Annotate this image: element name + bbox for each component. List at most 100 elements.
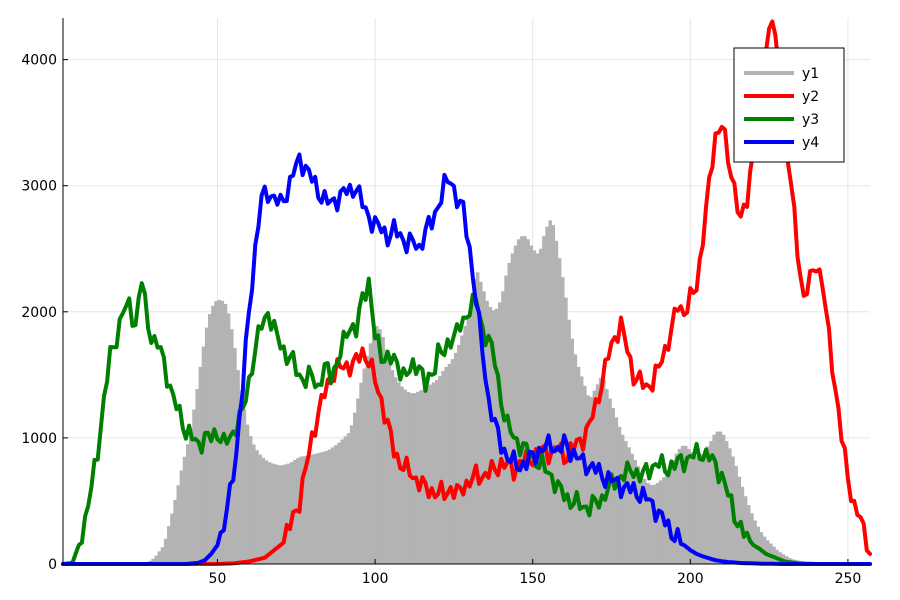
bar-y1: [450, 359, 455, 564]
bar-y1: [441, 371, 445, 564]
bar-y1: [353, 412, 357, 564]
bar-y1: [491, 310, 496, 564]
bar-y1: [261, 457, 266, 564]
bar-y1: [378, 329, 382, 564]
bar-y1: [765, 540, 770, 564]
bar-y1: [346, 433, 351, 564]
legend-label-y3: y3: [802, 112, 819, 128]
bar-y1: [356, 398, 360, 564]
bar-y1: [715, 431, 719, 564]
bar-y1: [488, 307, 493, 564]
bar-y1: [230, 329, 234, 564]
legend-label-y2: y2: [802, 89, 819, 105]
axes: [62, 18, 870, 565]
bar-y1: [586, 395, 590, 564]
bar-y1: [163, 538, 168, 564]
x-tick-label: 200: [677, 571, 704, 587]
bar-y1: [258, 454, 262, 564]
bar-y1: [652, 484, 656, 564]
bar-y1: [649, 484, 653, 564]
bar-y1: [185, 444, 190, 564]
bar-y1: [674, 453, 679, 564]
bar-y1: [242, 409, 247, 564]
bar-y1: [655, 482, 660, 564]
bar-y1: [734, 465, 738, 564]
bar-y1: [469, 300, 474, 564]
bar-y1: [277, 465, 281, 564]
bar-y1: [737, 476, 742, 564]
bar-y1: [220, 300, 225, 564]
bar-y1: [756, 526, 760, 564]
legend-label-y4: y4: [802, 135, 819, 151]
bar-y1: [157, 551, 162, 564]
bar-y1: [375, 325, 379, 564]
bar-y1: [255, 450, 259, 564]
bar-y1: [668, 466, 672, 564]
bar-y1: [671, 459, 675, 564]
bar-y1: [507, 262, 511, 564]
bar-y1: [365, 355, 370, 564]
bar-y1: [592, 390, 597, 564]
bar-y1: [753, 520, 757, 564]
bar-y1: [532, 250, 537, 564]
bar-y1: [453, 352, 458, 564]
bar-y1: [349, 425, 354, 564]
bar-y1: [189, 428, 193, 564]
bar-y1: [160, 547, 165, 564]
bar-y1: [627, 447, 631, 564]
bar-y1: [217, 299, 221, 564]
bar-y1: [321, 451, 325, 564]
line-y3: [61, 276, 872, 566]
bar-y1: [236, 370, 240, 564]
bar-y1: [305, 455, 310, 564]
legend-box: [733, 47, 845, 163]
bar-y1: [318, 452, 322, 564]
bar-y1: [665, 472, 669, 564]
bar-y1: [602, 379, 606, 564]
bar-y1: [264, 460, 269, 564]
bar-y1: [579, 376, 584, 564]
bar-y1: [699, 453, 704, 564]
bar-y1: [406, 391, 411, 564]
bar-y1: [274, 464, 278, 564]
bar-y1: [494, 308, 499, 564]
bar-y1: [425, 386, 429, 564]
x-tick-label: 250: [835, 571, 862, 587]
bar-y1: [687, 448, 691, 564]
bar-y1: [283, 464, 288, 564]
bar-y1: [639, 472, 644, 564]
bar-y1: [198, 366, 203, 564]
bar-y1: [403, 389, 407, 564]
bar-y1: [400, 386, 404, 564]
bar-y1: [472, 278, 477, 564]
bar-y1: [718, 431, 723, 564]
bar-y1: [535, 253, 540, 564]
bar-y1: [371, 330, 376, 564]
bar-y1: [154, 555, 158, 564]
bar-y1: [620, 434, 625, 564]
x-tick-label: 50: [209, 571, 227, 587]
bar-y1: [728, 448, 732, 564]
bar-y1: [684, 445, 688, 564]
y-tick-label: 1000: [21, 431, 57, 447]
bar-y1: [523, 236, 527, 564]
bar-y1: [267, 462, 272, 564]
bar-y1: [330, 447, 335, 564]
bar-y1: [479, 281, 483, 564]
bar-y1: [551, 225, 556, 564]
bar-y1: [245, 424, 250, 564]
bar-y1: [447, 363, 452, 564]
bar-y1: [381, 337, 385, 564]
bar-y1: [614, 417, 619, 564]
bar-y1: [280, 465, 284, 564]
bar-y1: [438, 376, 442, 564]
bar-y1: [176, 485, 180, 564]
bar-y1: [324, 450, 329, 564]
bar-y1: [529, 245, 533, 564]
bar-y1: [677, 448, 682, 564]
bar-y1: [337, 442, 341, 564]
bar-y1: [680, 445, 685, 564]
bar-y1: [428, 384, 433, 564]
bar-y1: [151, 558, 155, 564]
bar-y1: [201, 346, 206, 564]
